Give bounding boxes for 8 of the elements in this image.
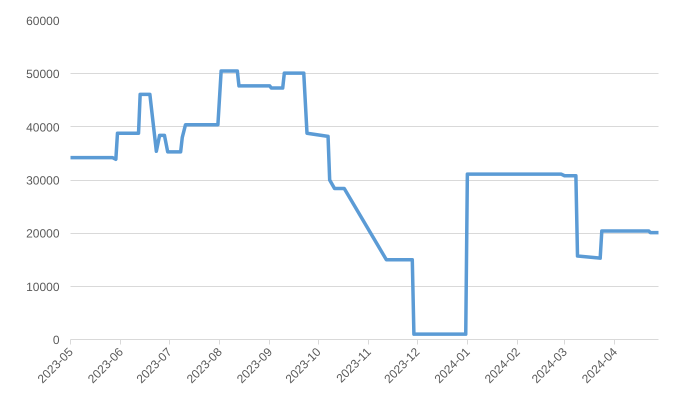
y-tick-label: 10000 (26, 280, 60, 294)
y-tick-label: 20000 (26, 226, 60, 241)
y-tick-label: 40000 (26, 120, 60, 134)
y-tick-label: 50000 (26, 67, 60, 82)
y-tick-label: 0 (52, 333, 60, 347)
y-tick-label: 60000 (26, 14, 60, 28)
line-series (70, 69, 658, 336)
y-tick-label: 30000 (26, 174, 60, 188)
